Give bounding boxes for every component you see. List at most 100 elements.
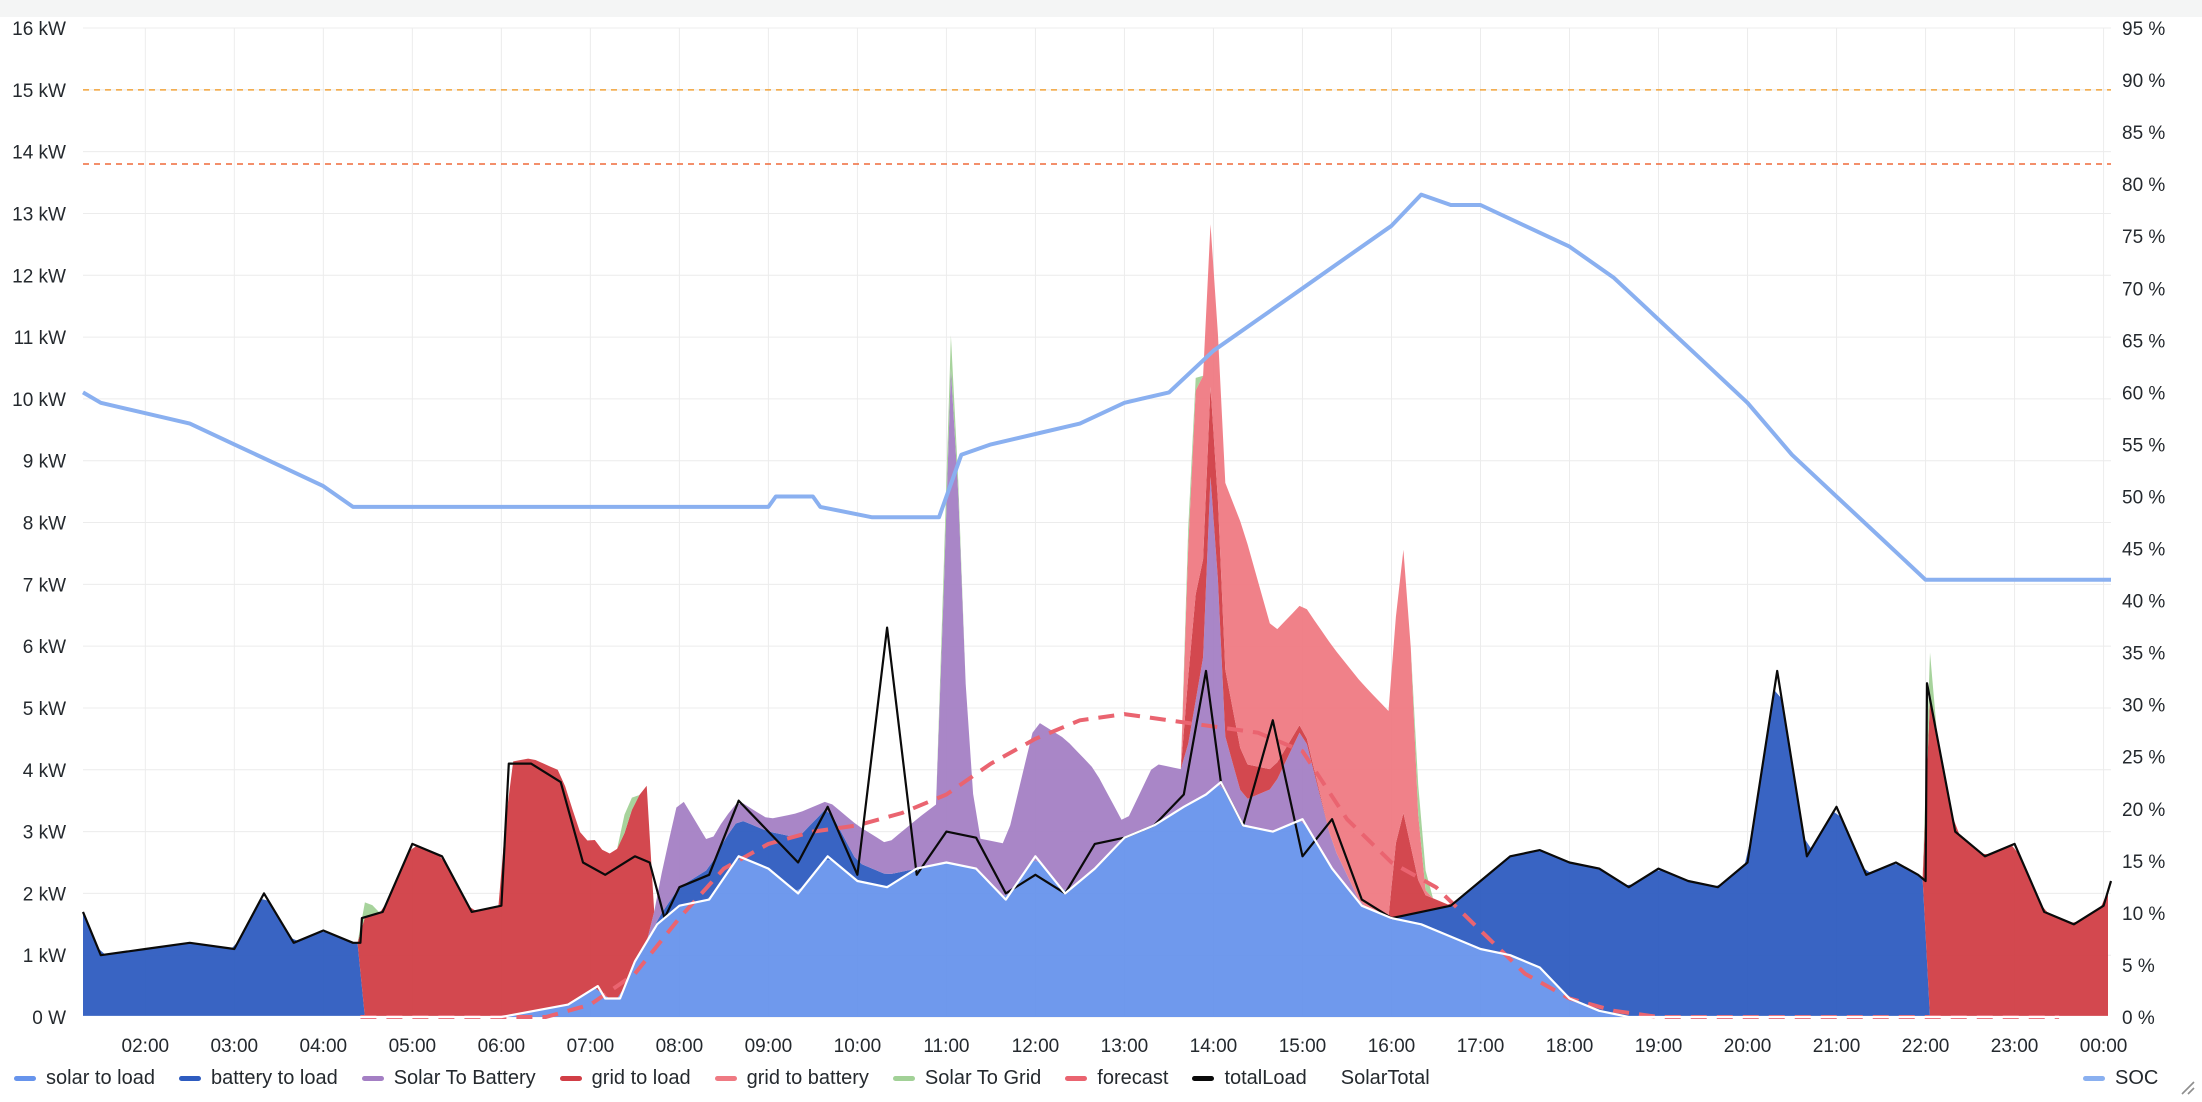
x-tick-label: 03:00 [211, 1036, 259, 1057]
area-grid-to-load [83, 368, 2108, 1017]
y-left-tick-label: 1 kW [23, 946, 66, 967]
x-tick-label: 22:00 [1902, 1036, 1950, 1057]
legend-label: grid to battery [746, 1066, 869, 1089]
x-tick-label: 09:00 [745, 1036, 793, 1057]
legend-swatch-solar-to-battery [361, 1075, 384, 1081]
axis-labels: 0 W 1 kW 2 kW 3 kW 4 kW 5 kW 6 kW 7 kW 8 kW 9 kW 1… [12, 19, 2165, 1057]
x-tick-label: 05:00 [389, 1036, 437, 1057]
chart-legend: solar to load battery to load Solar To Bat… [14, 1064, 1430, 1092]
x-tick-label: 00:00 [2080, 1036, 2128, 1057]
x-tick-label: 02:00 [122, 1036, 170, 1057]
legend-item-solar-to-load[interactable]: solar to load [14, 1067, 155, 1090]
x-tick-label: 23:00 [1991, 1036, 2039, 1057]
y-left-tick-label: 8 kW [23, 514, 66, 535]
y-left-tick-label: 15 kW [12, 81, 66, 102]
x-tick-label: 14:00 [1190, 1036, 1238, 1057]
x-tick-label: 08:00 [656, 1036, 704, 1057]
y-left-tick-label: 5 kW [23, 699, 66, 720]
legend-swatch-battery-to-load [178, 1075, 201, 1081]
line-soc [81, 192, 2111, 582]
x-tick-label: 04:00 [300, 1036, 348, 1057]
y-left-tick-label: 3 kW [23, 823, 66, 844]
y-right-tick-label: 85 % [2122, 123, 2165, 144]
y-left-tick-label: 10 kW [12, 390, 66, 411]
y-left-tick-label: 7 kW [23, 575, 66, 596]
legend-item-solartotal[interactable]: SolarTotal [1331, 1067, 1430, 1090]
legend-swatch-grid-to-load [559, 1075, 582, 1081]
y-right-tick-label: 95 % [2122, 19, 2165, 40]
area-solar-to-load [83, 784, 2108, 1017]
x-tick-label: 19:00 [1635, 1036, 1683, 1057]
legend-label: Solar To Grid [924, 1066, 1042, 1089]
legend-swatch-soc [2083, 1075, 2105, 1081]
y-right-tick-label: 75 % [2122, 227, 2165, 248]
legend-label-soc: SOC [2115, 1066, 2159, 1089]
y-left-tick-label: 11 kW [14, 328, 67, 349]
y-left-tick-label: 14 kW [12, 143, 66, 164]
legend-swatch-solar-to-grid [892, 1075, 915, 1081]
y-left-tick-label: 16 kW [12, 19, 66, 40]
y-left-tick-label: 9 kW [23, 452, 66, 473]
y-right-tick-label: 10 % [2122, 904, 2165, 925]
x-tick-label: 21:00 [1813, 1036, 1861, 1057]
line-forecast [360, 712, 2060, 1019]
line-solartotal [83, 780, 2111, 1019]
legend-item-solar-to-grid[interactable]: Solar To Grid [892, 1066, 1042, 1090]
y-right-tick-label: 0 % [2122, 1008, 2155, 1029]
x-tick-label: 16:00 [1368, 1036, 1416, 1057]
x-tick-label: 12:00 [1012, 1036, 1060, 1057]
legend-label: SolarTotal [1340, 1066, 1430, 1089]
y-left-tick-label: 0 W [32, 1008, 66, 1029]
legend-swatch-totalload [1192, 1075, 1215, 1081]
energy-flow-chart: 0 W 1 kW 2 kW 3 kW 4 kW 5 kW 6 kW 7 kW 8 kW 9 kW 1… [12, 19, 2165, 1057]
legend-swatch-grid-to-battery [714, 1075, 737, 1081]
stacked-areas [83, 224, 2108, 1017]
y-right-tick-label: 65 % [2122, 331, 2165, 352]
y-right-tick-label: 30 % [2122, 696, 2165, 717]
y-right-tick-label: 35 % [2122, 644, 2165, 665]
x-tick-label: 11:00 [923, 1036, 969, 1057]
y-right-tick-label: 25 % [2122, 748, 2165, 769]
legend-item-forecast[interactable]: forecast [1065, 1067, 1168, 1090]
y-right-tick-label: 15 % [2122, 852, 2165, 873]
y-right-tick-label: 90 % [2122, 71, 2165, 92]
panel-resize-icon[interactable] [2178, 1078, 2196, 1096]
x-tick-label: 20:00 [1724, 1036, 1772, 1057]
x-tick-label: 18:00 [1546, 1036, 1594, 1057]
legend-label: solar to load [46, 1066, 155, 1089]
y-right-tick-label: 70 % [2122, 279, 2165, 300]
area-battery-to-load [83, 690, 2108, 1017]
legend-item-solar-to-battery[interactable]: Solar To Battery [361, 1066, 536, 1090]
threshold-lines [83, 89, 2111, 165]
legend-item-grid-to-load[interactable]: grid to load [559, 1066, 691, 1090]
y-left-tick-label: 2 kW [23, 884, 66, 905]
y-left-tick-label: 12 kW [12, 266, 66, 287]
legend-label: Solar To Battery [393, 1066, 536, 1089]
x-tick-label: 06:00 [478, 1036, 526, 1057]
x-tick-label: 10:00 [834, 1036, 882, 1057]
legend-item-battery-to-load[interactable]: battery to load [178, 1067, 338, 1090]
y-right-tick-label: 5 % [2122, 956, 2155, 977]
x-tick-label: 07:00 [567, 1036, 615, 1057]
x-tick-label: 15:00 [1279, 1036, 1327, 1057]
legend-label: forecast [1097, 1066, 1169, 1089]
legend-label: grid to load [591, 1066, 691, 1089]
legend-item-totalload[interactable]: totalLoad [1192, 1066, 1307, 1090]
line-totalload [81, 626, 2113, 957]
y-right-tick-label: 45 % [2122, 540, 2165, 561]
legend-swatch-forecast [1065, 1075, 1088, 1081]
x-tick-label: 13:00 [1101, 1036, 1149, 1057]
y-left-tick-label: 13 kW [12, 204, 66, 225]
y-right-tick-label: 40 % [2122, 592, 2165, 613]
series-lines [81, 192, 2113, 1019]
y-right-tick-label: 50 % [2122, 487, 2165, 508]
legend-swatch-solar-to-load [14, 1075, 36, 1081]
y-right-tick-label: 55 % [2122, 435, 2165, 456]
y-right-tick-label: 20 % [2122, 800, 2165, 821]
y-left-tick-label: 6 kW [23, 637, 66, 658]
y-right-tick-label: 80 % [2122, 175, 2165, 196]
y-left-tick-label: 4 kW [23, 761, 66, 782]
legend-item-soc[interactable]: SOC [2083, 1064, 2158, 1092]
legend-label: totalLoad [1224, 1066, 1307, 1089]
legend-item-grid-to-battery[interactable]: grid to battery [714, 1066, 869, 1090]
